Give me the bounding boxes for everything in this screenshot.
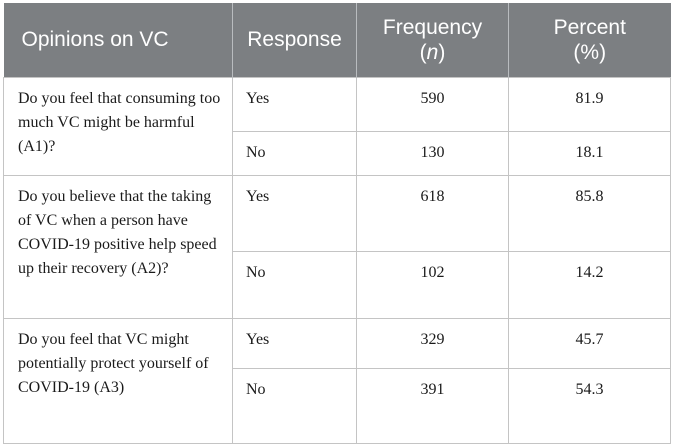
response-cell: No (232, 250, 357, 319)
response-cell: Yes (232, 317, 357, 369)
header-percent-unit: (%) (573, 40, 607, 64)
header-percent: Percent (%) (509, 3, 671, 77)
question-cell: Do you feel that VC might potentially pr… (3, 317, 233, 444)
response-cell: No (232, 367, 357, 444)
header-frequency: Frequency (n) (356, 3, 509, 77)
response-cell: Yes (232, 76, 357, 132)
frequency-cell: 102 (356, 250, 509, 319)
table-row: Do you feel that VC might potentially pr… (3, 317, 671, 444)
table-row: No 130 18.1 (4, 130, 671, 176)
percent-cell: 14.2 (508, 250, 671, 319)
percent-cell: 85.8 (508, 174, 671, 252)
header-frequency-label: Frequency (382, 15, 483, 39)
frequency-cell: 590 (356, 76, 509, 132)
response-cell: Yes (232, 174, 357, 252)
table-row: Do you believe that the taking of VC whe… (3, 174, 671, 319)
percent-cell: 18.1 (508, 130, 671, 176)
opinions-table: Opinions on VC Response Frequency (n) Per… (3, 3, 671, 444)
frequency-cell: 329 (356, 317, 509, 369)
table-row: Do you feel that consuming too much VC m… (3, 76, 671, 176)
percent-cell: 81.9 (508, 76, 671, 132)
percent-cell: 45.7 (508, 317, 671, 369)
frequency-cell: 130 (356, 130, 509, 176)
header-response: Response (232, 3, 357, 77)
header-row: Opinions on VC Response Frequency (n) Per… (3, 3, 671, 77)
header-opinions: Opinions on VC (3, 3, 233, 77)
header-percent-label: Percent (553, 15, 626, 39)
frequency-cell: 391 (356, 367, 509, 444)
question-cell: Do you feel that consuming too much VC m… (3, 76, 233, 176)
table-row: No 391 54.3 (4, 367, 671, 444)
table-row: No 102 14.2 (4, 250, 671, 319)
question-cell: Do you believe that the taking of VC whe… (3, 174, 233, 319)
percent-cell: 54.3 (508, 367, 671, 444)
table-header: Opinions on VC Response Frequency (n) Per… (3, 3, 671, 77)
response-cell: No (232, 130, 357, 176)
frequency-cell: 618 (356, 174, 509, 252)
table-body: Do you feel that consuming too much VC m… (3, 76, 671, 444)
header-frequency-unit: n (426, 40, 439, 64)
